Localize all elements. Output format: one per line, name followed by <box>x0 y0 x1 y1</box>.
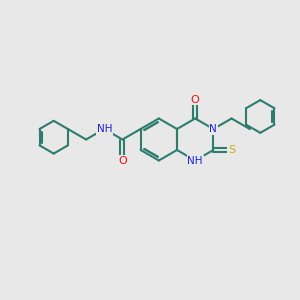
Text: N: N <box>209 124 217 134</box>
Text: NH: NH <box>97 124 112 134</box>
Text: O: O <box>191 94 200 105</box>
Text: O: O <box>118 155 127 166</box>
Text: S: S <box>228 145 236 155</box>
Text: NH: NH <box>188 155 203 166</box>
